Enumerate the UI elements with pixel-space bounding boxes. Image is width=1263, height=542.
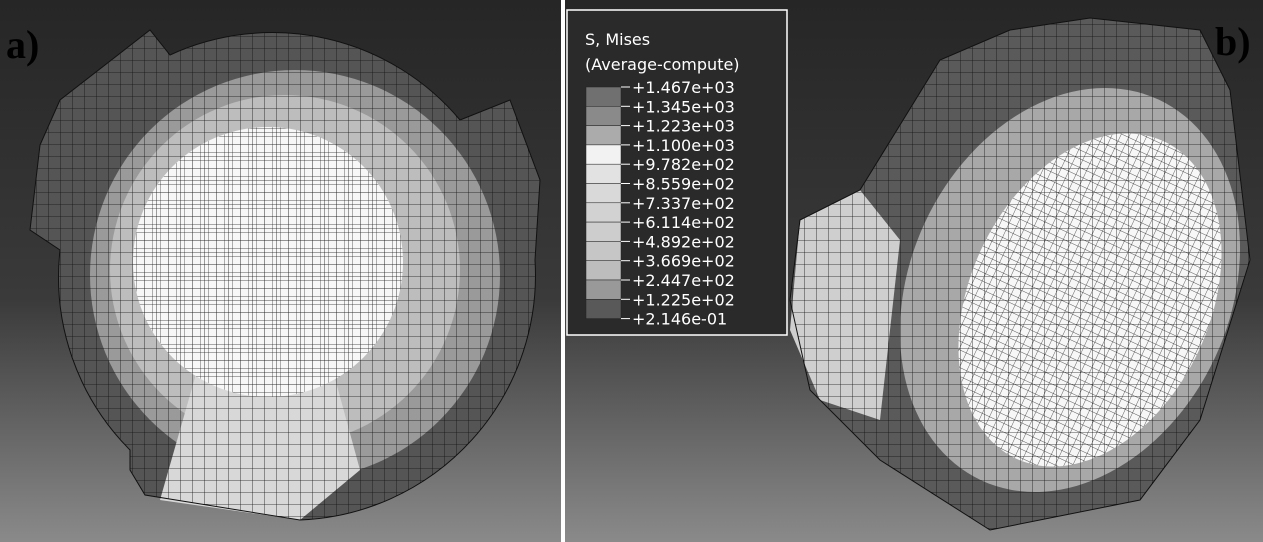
- legend-subtitle: (Average-compute): [585, 55, 740, 74]
- legend-label: +2.146e-01: [632, 310, 727, 329]
- legend-label: +1.100e+03: [632, 136, 735, 155]
- legend-title: S, Mises: [585, 30, 650, 49]
- legend-label: +1.225e+02: [632, 290, 735, 309]
- panel-label: b): [1215, 19, 1251, 64]
- legend-label: +2.447e+02: [632, 271, 735, 290]
- legend-label: +6.114e+02: [632, 213, 735, 232]
- legend-labels: +1.467e+03+1.345e+03+1.223e+03+1.100e+03…: [621, 78, 735, 329]
- divider: [561, 0, 565, 542]
- panel-label: a): [6, 22, 39, 67]
- legend-label: +1.223e+03: [632, 117, 735, 136]
- legend-label: +3.669e+02: [632, 252, 735, 271]
- legend-label: +7.337e+02: [632, 194, 735, 213]
- screenshot: a) b) S, Mises (Average-compute) +1.467e…: [0, 0, 1263, 542]
- legend-label: +8.559e+02: [632, 175, 735, 194]
- legend-label: +4.892e+02: [632, 232, 735, 251]
- legend-label: +9.782e+02: [632, 155, 735, 174]
- legend-label: +1.467e+03: [632, 78, 735, 97]
- legend-label: +1.345e+03: [632, 97, 735, 116]
- legend-swatches: [586, 87, 621, 319]
